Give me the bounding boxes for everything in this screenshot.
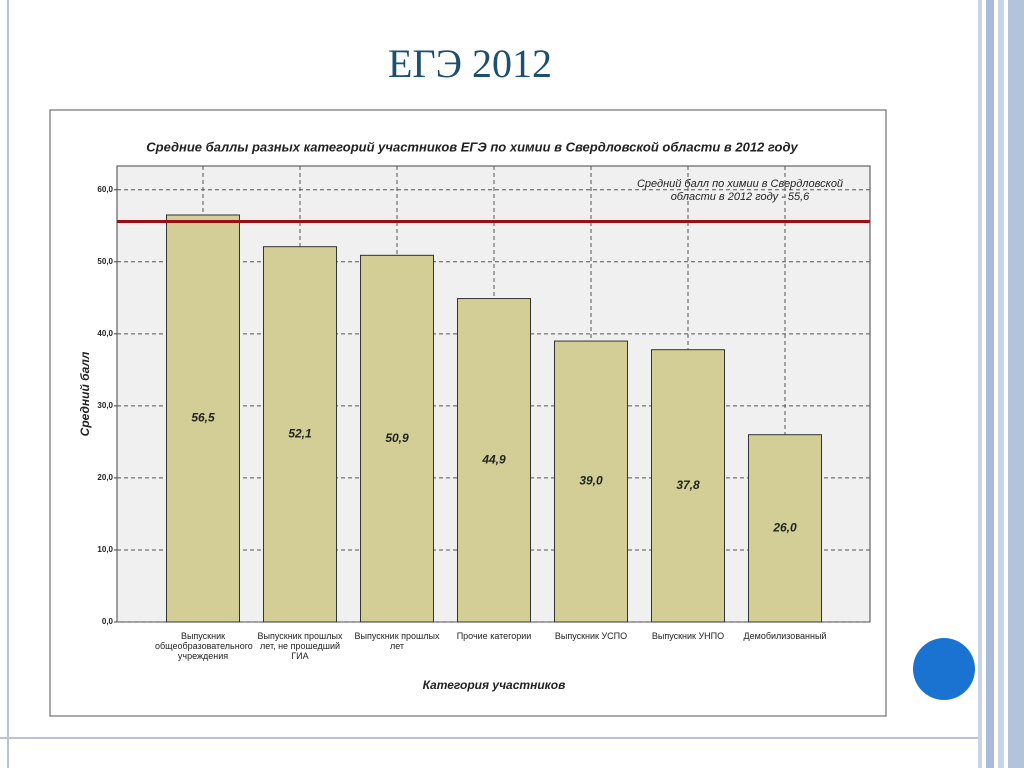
value-label: 52,1 (288, 427, 312, 441)
x-tick-label: Выпускник прошлых лет (354, 631, 440, 651)
y-tick-label: 10,0 (97, 545, 113, 554)
y-tick-label: 30,0 (97, 401, 113, 410)
y-tick-label: 60,0 (97, 185, 113, 194)
bar (166, 214, 240, 623)
value-label: 50,9 (385, 431, 409, 445)
x-tick-label: Демобилизованный (743, 631, 827, 641)
bar (651, 349, 725, 623)
value-label: 26,0 (772, 521, 797, 535)
x-tick-label: Выпускник УСПО (554, 631, 628, 641)
chart-title: Средние баллы разных категорий участнико… (146, 139, 798, 154)
x-tick-label: Прочие категории (456, 631, 532, 641)
y-tick-label: 0,0 (102, 617, 114, 626)
x-tick-label: Выпускник прошлых лет, не прошедший ГИА (257, 631, 343, 661)
reference-label: Средний балл по химии в Свердловской обл… (636, 178, 844, 203)
stripe (986, 0, 994, 768)
stripe (1008, 0, 1024, 768)
value-label: 37,8 (676, 478, 700, 492)
y-tick-label: 40,0 (97, 329, 113, 338)
y-tick-label: 20,0 (97, 473, 113, 482)
bar (748, 434, 822, 623)
bar (554, 340, 628, 623)
slide-title: ЕГЭ 2012 (388, 41, 552, 86)
bar (360, 254, 434, 623)
value-label: 44,9 (481, 452, 506, 466)
y-axis-label: Средний балл (78, 351, 92, 436)
x-axis-label: Категория участников (423, 678, 566, 692)
decor-circle (913, 638, 975, 700)
x-tick-label: Выпускник общеобразовательного учреждени… (155, 631, 253, 661)
stripe (978, 0, 982, 768)
x-tick-label: Выпускник УНПО (651, 631, 725, 641)
stripe (998, 0, 1004, 768)
bar (457, 298, 531, 623)
value-label: 56,5 (191, 411, 215, 425)
y-tick-label: 50,0 (97, 257, 113, 266)
bar (263, 246, 337, 623)
value-label: 39,0 (579, 474, 603, 488)
